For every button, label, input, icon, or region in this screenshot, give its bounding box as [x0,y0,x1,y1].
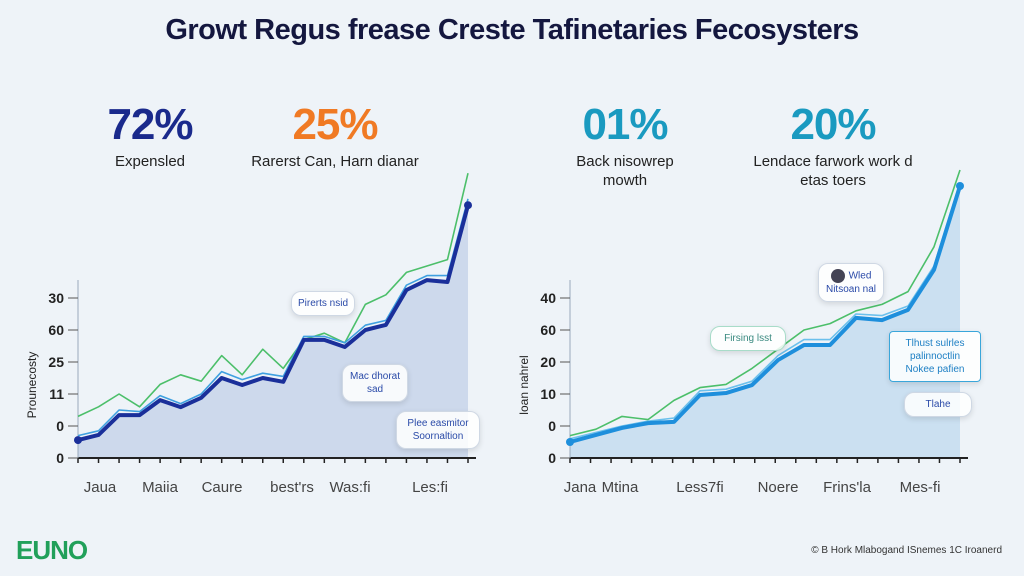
series-line-green [77,173,469,418]
y-tick-label: 60 [540,322,556,338]
stat-label: Lendace farwork work d etas toers [753,153,913,189]
series-line-blue [569,185,962,444]
x-tick-label: Frins'la [823,479,872,496]
x-tick-label: Noere [758,479,799,496]
x-tick-label: Jana [564,479,597,496]
callout-text: Tlhust sulrles palinnoctlin Nokee pafien [905,338,965,375]
y-tick-label: 0 [56,450,64,466]
stat-value: 20% [790,100,876,149]
end-point [956,182,964,190]
stat-4: 20% Lendace farwork work d etas toers [733,100,933,190]
x-tick-label: Les:fi [412,479,448,496]
y-tick-label: 40 [540,290,556,306]
callout-text: Wled Nitsoan nal [825,270,877,295]
y-tick-label: 30 [48,290,64,306]
y-tick-label: 0 [548,450,556,466]
copyright: © B Hork Mlabogand ISnemes 1C Iroanerd [811,545,1002,556]
series-line-dark-blue [77,204,470,443]
stat-label: Back nisowrep mowth [576,153,674,189]
y-tick-label: 10 [540,386,556,402]
callout-text: Plee easmitor Soornaltion [407,418,469,442]
y-axis-label: Prounecosty [25,352,39,419]
x-tick-label: Mtina [602,479,639,496]
stat-value: 72% [107,100,193,149]
stat-value: 01% [582,100,668,149]
x-tick-label: Jaua [84,479,117,496]
callout-right-4: Tlahe [904,392,972,417]
logo-text: EUNO [16,535,88,565]
callout-text: Firsing lsst [724,333,772,344]
page-title: Growt Regus frease Creste Tafinetaries F… [165,14,859,46]
y-tick-label: 60 [48,322,64,338]
y-tick-label: 25 [48,354,64,370]
x-tick-label: Maiia [142,479,179,496]
x-tick-label: best'rs [270,479,314,496]
stat-label: Rarerst Can, Harn dianar [251,153,419,170]
callout-left-3: Plee easmitor Soornaltion [396,411,480,449]
start-point [566,438,574,446]
y-tick-label: 20 [540,354,556,370]
x-tick-label: Mes-fi [900,479,941,496]
y-tick-label: 11 [49,386,64,402]
callout-right-3: Tlhust sulrles palinnoctlin Nokee pafien [889,331,981,382]
start-point [74,436,82,445]
y-axis-label: loan nahrel [517,355,531,414]
x-tick-label: Less7fi [676,479,724,496]
y-tick-label: 0 [56,418,64,434]
callout-right-1: Wled Nitsoan nal [818,263,884,302]
stat-value: 25% [292,100,378,149]
callout-text: Tlahe [925,399,951,410]
callout-left-1: Pirerts nsid [291,291,355,316]
callout-right-2: Firsing lsst [710,326,786,351]
logo: EUNO [16,535,88,566]
area-fill [570,186,960,458]
x-tick-label: Caure [202,479,243,496]
series-line-light-blue [77,198,469,437]
callout-text: Pirerts nsid [298,298,349,309]
stat-3: 01% Back nisowrep mowth [525,100,725,190]
end-point [464,201,472,210]
x-tick-label: Was:fi [329,479,370,496]
series-line-green [569,169,961,437]
callout-left-2: Mac dhorat sad [342,364,408,402]
callout-text: Mac dhorat sad [349,371,401,395]
stat-1: 72% Expensled [50,100,250,171]
y-tick-label: 0 [548,418,556,434]
avatar [830,269,845,283]
stat-label: Expensled [114,153,186,170]
stat-2: 25% Rarerst Can, Harn dianar [245,100,425,171]
